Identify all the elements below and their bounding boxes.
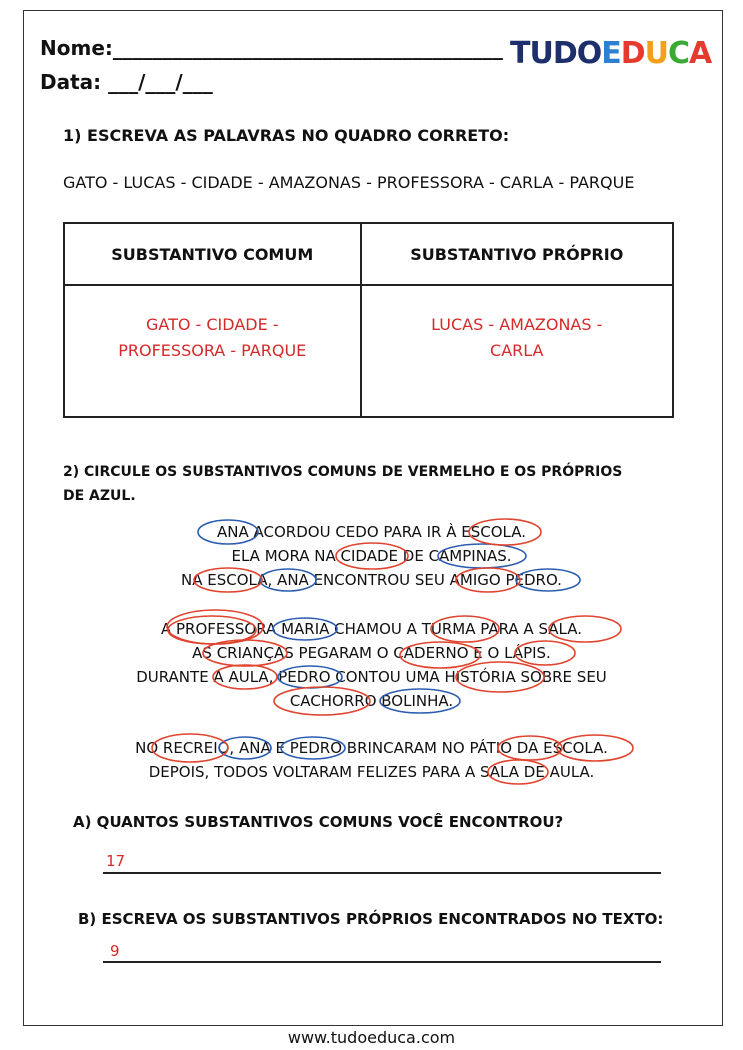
answer-cell: GATO - CIDADE - PROFESSORA - PARQUE — [63, 284, 362, 418]
circle — [515, 568, 581, 592]
name-field: Nome:___________________________________… — [40, 36, 503, 60]
circle — [430, 615, 500, 643]
logo-part: D — [620, 36, 646, 71]
text-line: NA ESCOLA, ANA ENCONTROU SEU AMIGO PEDRO… — [181, 571, 562, 589]
logo-part: C — [668, 36, 690, 71]
answer-line: GATO - CIDADE - — [145, 315, 279, 334]
page-border — [23, 10, 723, 1026]
text-line: DEPOIS, TODOS VOLTARAM FELIZES PARA A SA… — [148, 763, 595, 781]
question-title: A) QUANTOS SUBSTANTIVOS COMUNS VOCÊ ENCO… — [73, 813, 564, 831]
circle — [193, 567, 263, 593]
red-circles — [151, 518, 634, 785]
logo-part: A — [689, 36, 712, 71]
circle — [514, 640, 576, 666]
text-line: AS CRIANÇAS PEGARAM O CADERNO E O LÁPIS. — [192, 644, 551, 662]
circle — [218, 736, 272, 760]
text-line: ANA ACORDOU CEDO PARA IR À ESCOLA. — [217, 523, 526, 541]
answer: 17 — [106, 852, 126, 870]
paragraph: NO RECREIO, ANA E PEDRO BRINCARAM NO PÁT… — [0, 736, 743, 784]
circle — [197, 519, 259, 545]
circle — [212, 664, 278, 690]
circle — [548, 615, 622, 643]
answer-line — [103, 961, 661, 963]
question-title: B) ESCREVA OS SUBSTANTIVOS PRÓPRIOS ENCO… — [78, 910, 664, 928]
circle — [166, 609, 264, 645]
answer: 9 — [110, 942, 120, 960]
title-line: 2) CIRCULE OS SUBSTANTIVOS COMUNS DE VER… — [63, 464, 623, 480]
circle — [556, 734, 634, 762]
text-line: CACHORRO BOLINHA. — [289, 692, 454, 710]
circle — [468, 518, 542, 546]
blue-circles — [197, 519, 581, 760]
circle — [272, 617, 338, 641]
circle — [497, 735, 563, 761]
circle — [202, 639, 288, 667]
logo-part: TUDO — [510, 36, 602, 71]
date-field: Data: ___/___/___ — [40, 70, 213, 94]
circle — [280, 736, 346, 760]
question-title: 2) CIRCULE OS SUBSTANTIVOS COMUNS DE VER… — [63, 460, 622, 508]
answer-table: SUBSTANTIVO COMUM SUBSTANTIVO PRÓPRIO GAT… — [63, 222, 675, 418]
circle — [167, 615, 257, 645]
circle — [273, 686, 371, 716]
circle — [277, 665, 343, 689]
paragraph: ANA ACORDOU CEDO PARA IR À ESCOLA. ELA MO… — [0, 520, 743, 592]
circle — [437, 543, 527, 569]
logo-part: U — [644, 36, 669, 71]
title-line: DE AZUL. — [63, 488, 136, 504]
answer-line: CARLA — [490, 341, 544, 360]
logo-part: E — [601, 36, 621, 71]
circle — [487, 759, 549, 785]
text-line: NO RECREIO, ANA E PEDRO BRINCARAM NO PÁT… — [135, 739, 608, 757]
paragraph: A PROFESSORA MARIA CHAMOU A TURMA PARA A… — [0, 617, 743, 713]
word-list: GATO - LUCAS - CIDADE - AMAZONAS - PROFE… — [63, 173, 635, 192]
answer-line — [103, 872, 661, 874]
circle — [335, 542, 409, 570]
circle — [455, 567, 521, 593]
circle — [151, 733, 229, 763]
logo: TUDOEDUCA — [510, 36, 712, 71]
question-title: 1) ESCREVA AS PALAVRAS NO QUADRO CORRETO… — [63, 126, 510, 145]
footer: www.tudoeduca.com — [287, 1028, 456, 1047]
circle — [399, 641, 481, 669]
circle — [455, 661, 545, 693]
text-line: A PROFESSORA MARIA CHAMOU A TURMA PARA A… — [160, 620, 582, 638]
text-line: DURANTE A AULA, PEDRO CONTOU UMA HISTÓRI… — [136, 668, 607, 686]
table-header: SUBSTANTIVO COMUM — [63, 222, 362, 286]
answer-cell: LUCAS - AMAZONAS - CARLA — [359, 284, 675, 418]
circle — [379, 688, 461, 714]
answer-line: LUCAS - AMAZONAS - — [431, 315, 603, 334]
answer-line: PROFESSORA - PARQUE — [118, 341, 307, 360]
circle — [259, 568, 317, 592]
table-header: SUBSTANTIVO PRÓPRIO — [359, 222, 675, 286]
